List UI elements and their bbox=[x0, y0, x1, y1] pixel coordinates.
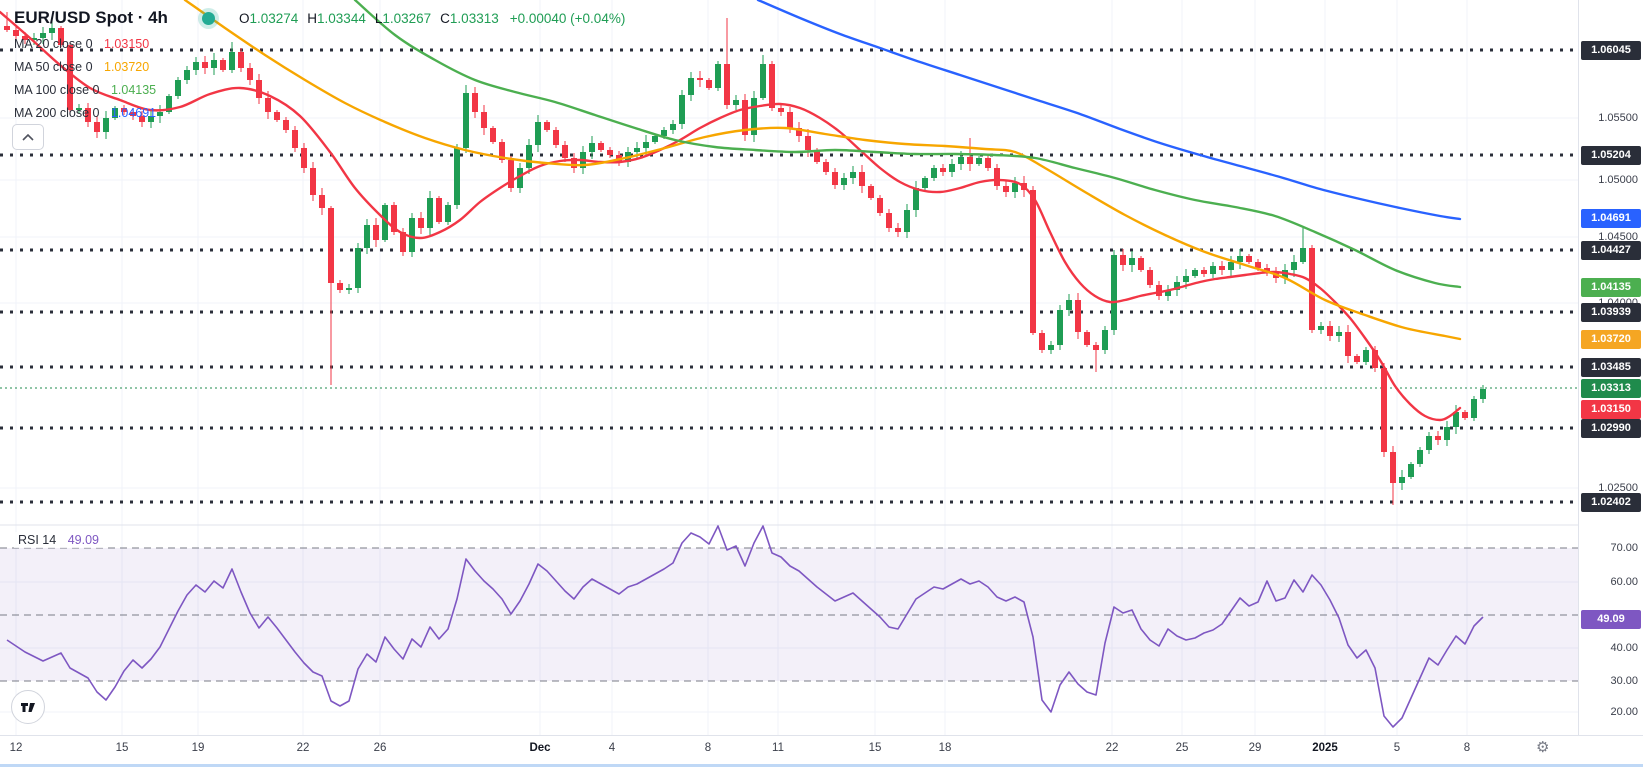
price-label-1.03720: 1.03720 bbox=[1581, 329, 1641, 349]
price-label-1.03150: 1.03150 bbox=[1581, 399, 1641, 419]
market-status-dot-icon bbox=[201, 11, 215, 25]
change-readout: +0.00040 (+0.04%) bbox=[509, 10, 626, 26]
time-label-22: 22 bbox=[296, 742, 310, 754]
bottom-accent-strip bbox=[0, 764, 1643, 767]
time-label-19: 19 bbox=[191, 742, 205, 754]
price-label-1.04691: 1.04691 bbox=[1581, 208, 1641, 228]
time-label-15: 15 bbox=[868, 742, 882, 754]
time-label-15: 15 bbox=[115, 742, 129, 754]
price-label-30.00: 30.00 bbox=[1610, 674, 1638, 687]
time-label-8: 8 bbox=[1463, 742, 1471, 754]
price-label-1.05500: 1.05500 bbox=[1598, 111, 1638, 124]
price-label-1.04427: 1.04427 bbox=[1581, 240, 1641, 260]
timezone-settings-gear-icon[interactable]: ⚙ bbox=[1536, 739, 1550, 756]
price-label-1.02500: 1.02500 bbox=[1598, 481, 1638, 494]
chart-legend[interactable]: EUR/USD Spot · 4h O1.03274 H1.03344 L1.0… bbox=[14, 8, 625, 120]
ma100-legend-row[interactable]: MA 100 close 0 1.04135 bbox=[14, 83, 157, 97]
time-label-5: 5 bbox=[1393, 742, 1401, 754]
price-label-1.03939: 1.03939 bbox=[1581, 302, 1641, 322]
time-label-11: 11 bbox=[772, 742, 784, 754]
ma50-value: 1.03720 bbox=[104, 60, 150, 74]
ohlc-readout: O1.03274 H1.03344 L1.03267 C1.03313 +0.0… bbox=[238, 10, 626, 26]
symbol-title: EUR/USD Spot · 4h bbox=[14, 8, 168, 27]
ma20-legend-row[interactable]: MA 20 close 0 1.03150 bbox=[14, 37, 150, 51]
price-label-49.09: 49.09 bbox=[1581, 609, 1641, 629]
price-label-1.02990: 1.02990 bbox=[1581, 418, 1641, 438]
price-label-60.00: 60.00 bbox=[1610, 575, 1638, 588]
price-label-20.00: 20.00 bbox=[1610, 705, 1638, 718]
price-label-1.05204: 1.05204 bbox=[1581, 145, 1641, 165]
time-label-26: 26 bbox=[373, 742, 387, 754]
ma200-value: 1.04691 bbox=[110, 106, 157, 120]
ma50-legend-row[interactable]: MA 50 close 0 1.03720 bbox=[14, 60, 150, 74]
ma20-value: 1.03150 bbox=[104, 37, 150, 51]
ma100-value: 1.04135 bbox=[110, 83, 157, 97]
time-scale[interactable]: 12 15 19 22 26 Dec 4 8 11 15 18 22 25 29 2025 5 8 bbox=[0, 735, 1643, 767]
price-label-40.00: 40.00 bbox=[1610, 641, 1638, 654]
ma200-legend-row[interactable]: MA 200 close 0 1.04691 bbox=[14, 106, 157, 120]
time-label-25: 25 bbox=[1175, 742, 1189, 754]
price-label-70.00: 70.00 bbox=[1610, 541, 1638, 554]
tradingview-logo-icon bbox=[21, 703, 35, 712]
price-scale[interactable]: 1.06045 1.05500 1.05204 1.05000 1.04691 1.045… bbox=[1578, 0, 1643, 735]
time-label-29: 29 bbox=[1248, 742, 1262, 754]
tradingview-logo[interactable] bbox=[11, 690, 45, 724]
chevron-up-icon bbox=[22, 133, 34, 141]
price-label-1.02402: 1.02402 bbox=[1581, 492, 1641, 512]
price-label-1.06045: 1.06045 bbox=[1581, 40, 1641, 60]
price-label-1.03485: 1.03485 bbox=[1581, 357, 1641, 377]
rsi-legend-row[interactable]: RSI 14 49.09 bbox=[14, 532, 103, 548]
time-label-Dec: Dec bbox=[529, 742, 551, 754]
time-label-2025: 2025 bbox=[1312, 742, 1338, 754]
price-label-1.05000: 1.05000 bbox=[1598, 173, 1638, 186]
rsi-value: 49.09 bbox=[67, 533, 99, 547]
symbol-row[interactable]: EUR/USD Spot · 4h O1.03274 H1.03344 L1.0… bbox=[14, 8, 625, 28]
price-label-1.04500: 1.04500 bbox=[1598, 230, 1638, 243]
time-label-4: 4 bbox=[608, 742, 616, 754]
time-label-22: 22 bbox=[1105, 742, 1119, 754]
price-label-1.04135: 1.04135 bbox=[1581, 277, 1641, 297]
time-label-18: 18 bbox=[938, 742, 952, 754]
price-label-1.03313: 1.03313 bbox=[1581, 378, 1641, 398]
time-label-8: 8 bbox=[704, 742, 712, 754]
time-label-12: 12 bbox=[9, 742, 23, 754]
collapse-legend-button[interactable] bbox=[12, 124, 44, 150]
